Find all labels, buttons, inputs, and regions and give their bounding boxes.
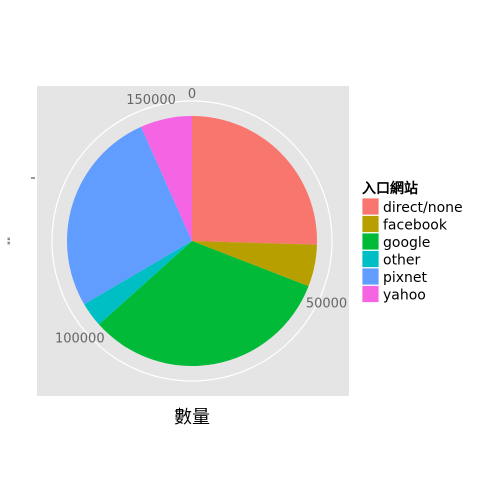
legend-label-yahoo: yahoo <box>383 288 426 304</box>
legend-label-pixnet: pixnet <box>383 270 428 286</box>
legend-label-direct-none: direct/none <box>383 200 463 216</box>
y-axis-label: "" <box>7 237 17 245</box>
legend-key-direct-none <box>361 197 380 216</box>
radial-tick-label: 0 <box>188 87 196 102</box>
x-axis-label: 數量 <box>174 407 210 428</box>
legend-key-other <box>361 250 380 268</box>
legend-key-pixnet <box>361 267 380 286</box>
legend-label-google: google <box>383 235 430 251</box>
radial-tick-label: 50000 <box>306 297 347 312</box>
radial-tick-labels: 0 50000 100000 150000 <box>55 87 347 347</box>
radial-tick-label: 150000 <box>126 93 176 108</box>
pie-slice-direct-none <box>192 116 317 245</box>
pie-slices <box>67 116 317 366</box>
pie-slice-pixnet <box>67 126 192 305</box>
pie-slice-google <box>98 241 309 366</box>
legend-key-yahoo <box>361 285 380 303</box>
legend-key-google <box>361 232 380 251</box>
legend-key-facebook <box>361 215 380 233</box>
pie-slice-facebook <box>192 241 317 287</box>
legend-label-other: other <box>383 253 421 269</box>
pie-slice-yahoo <box>141 116 192 241</box>
outer-grid-circle <box>51 100 333 382</box>
legend-title: 入口網站 <box>362 180 418 197</box>
legend-label-facebook: facebook <box>383 218 448 234</box>
pie-slice-other <box>84 241 192 325</box>
radial-tick-label: 100000 <box>55 332 105 347</box>
